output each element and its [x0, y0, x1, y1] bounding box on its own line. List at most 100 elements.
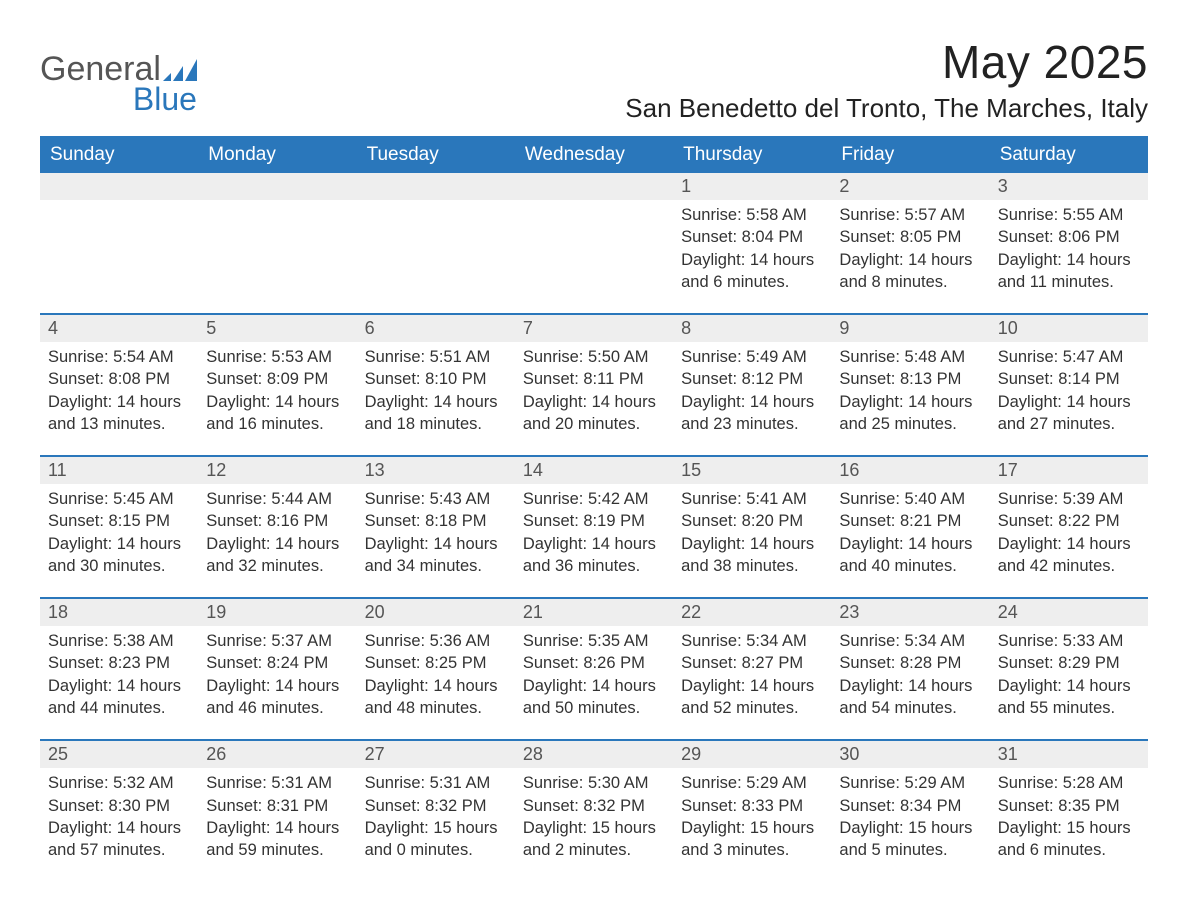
- day-number-cell: [198, 173, 356, 200]
- day-content-cell: Sunrise: 5:47 AMSunset: 8:14 PMDaylight:…: [990, 342, 1148, 455]
- day-number: 11: [48, 460, 67, 480]
- sunrise-text: Sunrise: 5:30 AM: [523, 772, 665, 794]
- day-number-cell: 26: [198, 739, 356, 768]
- day-number-cell: 19: [198, 597, 356, 626]
- daylight-text: Daylight: 14 hours and 27 minutes.: [998, 391, 1140, 436]
- header-row: General Blue May 2025 San Benedetto del …: [40, 35, 1148, 124]
- day-number: 4: [48, 318, 58, 338]
- day-number: 18: [48, 602, 68, 622]
- day-number-cell: 25: [40, 739, 198, 768]
- sunrise-text: Sunrise: 5:57 AM: [839, 204, 981, 226]
- daylight-text: Daylight: 14 hours and 59 minutes.: [206, 817, 348, 862]
- calendar-page: General Blue May 2025 San Benedetto del …: [0, 0, 1188, 918]
- sunset-text: Sunset: 8:22 PM: [998, 510, 1140, 532]
- day-number-cell: 1: [673, 173, 831, 200]
- week-content-row: Sunrise: 5:32 AMSunset: 8:30 PMDaylight:…: [40, 768, 1148, 881]
- sunset-text: Sunset: 8:20 PM: [681, 510, 823, 532]
- day-content-cell: Sunrise: 5:40 AMSunset: 8:21 PMDaylight:…: [831, 484, 989, 597]
- week-content-row: Sunrise: 5:38 AMSunset: 8:23 PMDaylight:…: [40, 626, 1148, 739]
- day-content-cell: Sunrise: 5:58 AMSunset: 8:04 PMDaylight:…: [673, 200, 831, 313]
- day-number: 19: [206, 602, 226, 622]
- sunrise-text: Sunrise: 5:41 AM: [681, 488, 823, 510]
- day-content-cell: Sunrise: 5:34 AMSunset: 8:28 PMDaylight:…: [831, 626, 989, 739]
- sunset-text: Sunset: 8:13 PM: [839, 368, 981, 390]
- day-number: 3: [998, 176, 1008, 196]
- logo-text-blue: Blue: [40, 81, 199, 118]
- sunset-text: Sunset: 8:15 PM: [48, 510, 190, 532]
- day-content-cell: Sunrise: 5:49 AMSunset: 8:12 PMDaylight:…: [673, 342, 831, 455]
- day-number-cell: 15: [673, 455, 831, 484]
- sunset-text: Sunset: 8:31 PM: [206, 795, 348, 817]
- logo: General Blue: [40, 50, 199, 118]
- sunset-text: Sunset: 8:23 PM: [48, 652, 190, 674]
- day-number-cell: 2: [831, 173, 989, 200]
- col-friday: Friday: [831, 136, 989, 173]
- day-number: 25: [48, 744, 68, 764]
- day-number-cell: 18: [40, 597, 198, 626]
- sunrise-text: Sunrise: 5:55 AM: [998, 204, 1140, 226]
- daylight-text: Daylight: 15 hours and 3 minutes.: [681, 817, 823, 862]
- day-number: 23: [839, 602, 859, 622]
- day-number-cell: [515, 173, 673, 200]
- sunrise-text: Sunrise: 5:48 AM: [839, 346, 981, 368]
- daylight-text: Daylight: 14 hours and 42 minutes.: [998, 533, 1140, 578]
- day-number: 30: [839, 744, 859, 764]
- day-content-cell: Sunrise: 5:30 AMSunset: 8:32 PMDaylight:…: [515, 768, 673, 881]
- sunrise-text: Sunrise: 5:35 AM: [523, 630, 665, 652]
- col-tuesday: Tuesday: [357, 136, 515, 173]
- sunset-text: Sunset: 8:14 PM: [998, 368, 1140, 390]
- col-wednesday: Wednesday: [515, 136, 673, 173]
- sunrise-text: Sunrise: 5:43 AM: [365, 488, 507, 510]
- sunset-text: Sunset: 8:33 PM: [681, 795, 823, 817]
- day-content-cell: Sunrise: 5:55 AMSunset: 8:06 PMDaylight:…: [990, 200, 1148, 313]
- day-number: 22: [681, 602, 701, 622]
- day-number-cell: 23: [831, 597, 989, 626]
- daylight-text: Daylight: 14 hours and 46 minutes.: [206, 675, 348, 720]
- daylight-text: Daylight: 14 hours and 34 minutes.: [365, 533, 507, 578]
- day-number-cell: 12: [198, 455, 356, 484]
- sunset-text: Sunset: 8:30 PM: [48, 795, 190, 817]
- calendar-header: Sunday Monday Tuesday Wednesday Thursday…: [40, 136, 1148, 173]
- sunrise-text: Sunrise: 5:34 AM: [681, 630, 823, 652]
- sunrise-text: Sunrise: 5:29 AM: [839, 772, 981, 794]
- day-number-cell: 11: [40, 455, 198, 484]
- col-saturday: Saturday: [990, 136, 1148, 173]
- day-content-cell: Sunrise: 5:48 AMSunset: 8:13 PMDaylight:…: [831, 342, 989, 455]
- sunset-text: Sunset: 8:34 PM: [839, 795, 981, 817]
- daylight-text: Daylight: 14 hours and 20 minutes.: [523, 391, 665, 436]
- day-content-cell: [515, 200, 673, 313]
- sunrise-text: Sunrise: 5:58 AM: [681, 204, 823, 226]
- day-content-cell: Sunrise: 5:57 AMSunset: 8:05 PMDaylight:…: [831, 200, 989, 313]
- sunrise-text: Sunrise: 5:36 AM: [365, 630, 507, 652]
- day-content-cell: Sunrise: 5:33 AMSunset: 8:29 PMDaylight:…: [990, 626, 1148, 739]
- day-content-cell: Sunrise: 5:34 AMSunset: 8:27 PMDaylight:…: [673, 626, 831, 739]
- day-number: 29: [681, 744, 701, 764]
- day-number-cell: 21: [515, 597, 673, 626]
- daylight-text: Daylight: 14 hours and 25 minutes.: [839, 391, 981, 436]
- daylight-text: Daylight: 14 hours and 57 minutes.: [48, 817, 190, 862]
- sunset-text: Sunset: 8:24 PM: [206, 652, 348, 674]
- sunrise-text: Sunrise: 5:42 AM: [523, 488, 665, 510]
- sunrise-text: Sunrise: 5:44 AM: [206, 488, 348, 510]
- day-content-cell: Sunrise: 5:29 AMSunset: 8:33 PMDaylight:…: [673, 768, 831, 881]
- daylight-text: Daylight: 14 hours and 11 minutes.: [998, 249, 1140, 294]
- sunset-text: Sunset: 8:27 PM: [681, 652, 823, 674]
- col-thursday: Thursday: [673, 136, 831, 173]
- sunrise-text: Sunrise: 5:53 AM: [206, 346, 348, 368]
- calendar-body: 123Sunrise: 5:58 AMSunset: 8:04 PMDaylig…: [40, 173, 1148, 881]
- day-content-cell: Sunrise: 5:43 AMSunset: 8:18 PMDaylight:…: [357, 484, 515, 597]
- sunrise-text: Sunrise: 5:47 AM: [998, 346, 1140, 368]
- daylight-text: Daylight: 15 hours and 5 minutes.: [839, 817, 981, 862]
- day-content-cell: Sunrise: 5:35 AMSunset: 8:26 PMDaylight:…: [515, 626, 673, 739]
- sunrise-text: Sunrise: 5:33 AM: [998, 630, 1140, 652]
- daylight-text: Daylight: 14 hours and 23 minutes.: [681, 391, 823, 436]
- day-number: 17: [998, 460, 1018, 480]
- day-content-cell: Sunrise: 5:50 AMSunset: 8:11 PMDaylight:…: [515, 342, 673, 455]
- week-number-row: 11121314151617: [40, 455, 1148, 484]
- day-number: 2: [839, 176, 849, 196]
- sunrise-text: Sunrise: 5:39 AM: [998, 488, 1140, 510]
- day-number-cell: 14: [515, 455, 673, 484]
- daylight-text: Daylight: 14 hours and 8 minutes.: [839, 249, 981, 294]
- day-number: 1: [681, 176, 691, 196]
- daylight-text: Daylight: 14 hours and 16 minutes.: [206, 391, 348, 436]
